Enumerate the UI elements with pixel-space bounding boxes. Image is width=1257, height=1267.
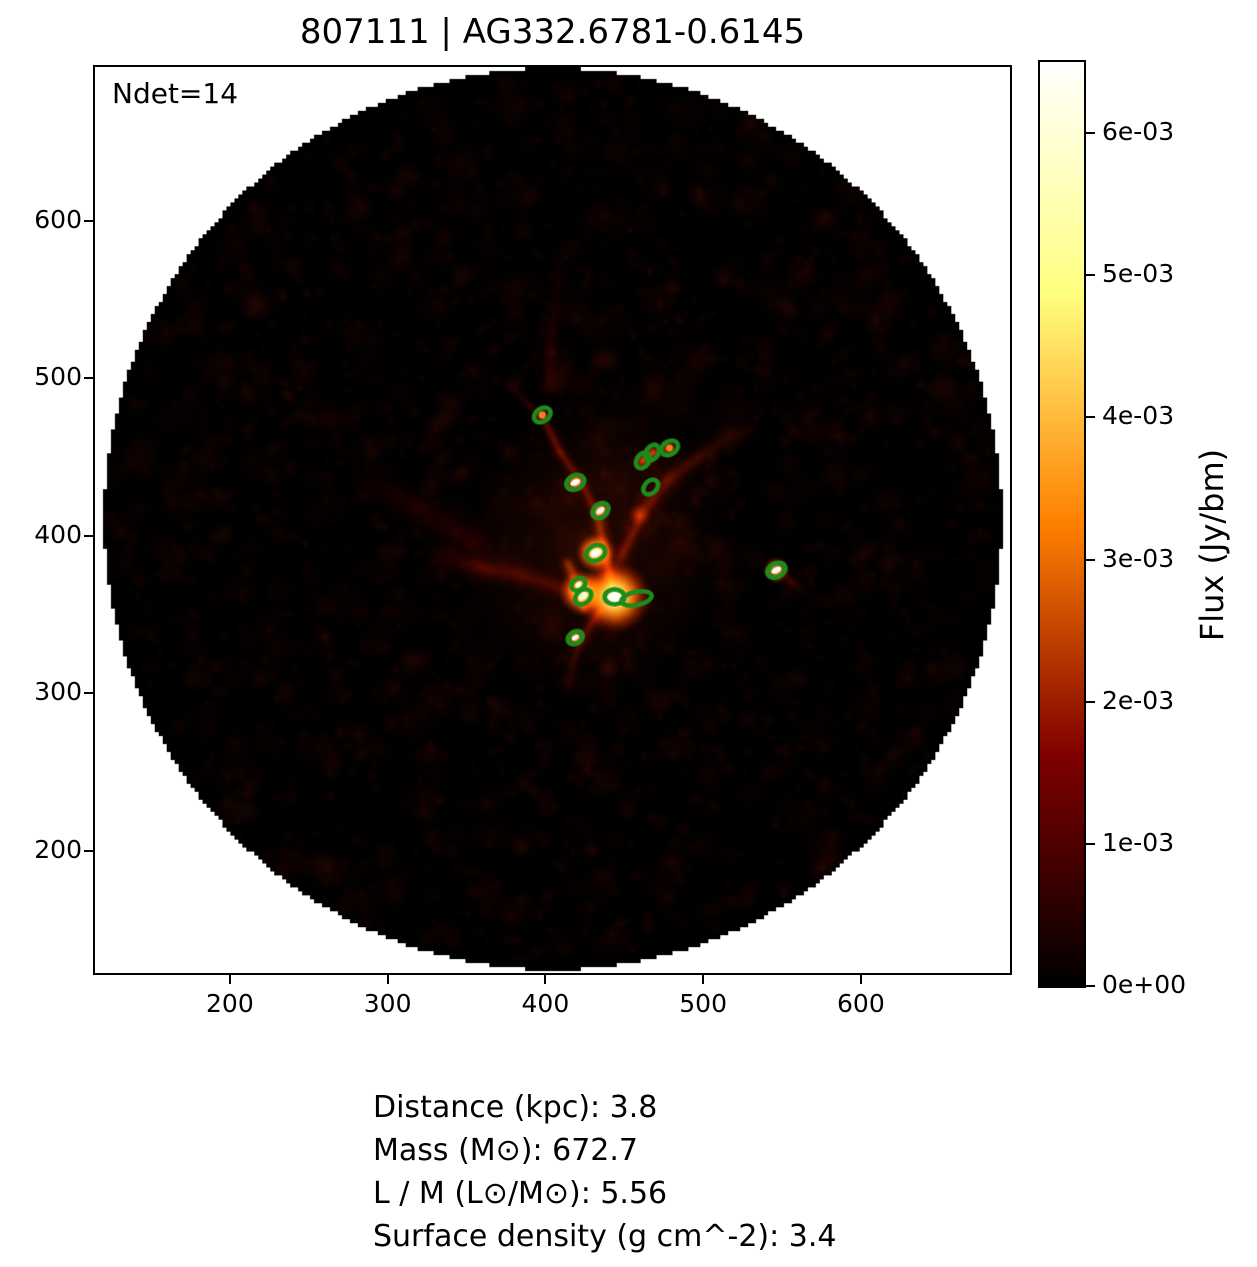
x-tick-label: 300 — [363, 989, 412, 1018]
ndet-annotation: Ndet=14 — [112, 77, 239, 110]
colorbar-tick-label: 6e-03 — [1102, 117, 1175, 147]
x-tick-mark — [544, 975, 547, 984]
colorbar-tick-mark — [1086, 274, 1095, 277]
x-tick-label: 400 — [521, 989, 570, 1018]
y-tick-label: 600 — [34, 204, 82, 234]
colorbar-tick-label: 0e+00 — [1102, 970, 1187, 999]
x-tick-mark — [386, 975, 389, 984]
colorbar-tick-label: 4e-03 — [1102, 401, 1175, 431]
x-tick-mark — [702, 975, 705, 984]
y-tick-label: 300 — [34, 677, 82, 707]
y-tick-mark — [84, 219, 93, 222]
flux-map-canvas — [95, 67, 1010, 973]
x-tick-mark — [859, 975, 862, 984]
colorbar-gradient-canvas — [1040, 62, 1084, 986]
y-tick-label: 500 — [34, 362, 82, 392]
y-tick-label: 400 — [34, 519, 82, 549]
colorbar-tick-mark — [1086, 558, 1095, 561]
surface-density-line: Surface density (g cm^-2): 3.4 — [373, 1219, 837, 1254]
y-tick-mark — [84, 692, 93, 695]
colorbar-tick-mark — [1086, 132, 1095, 135]
y-tick-mark — [84, 534, 93, 537]
colorbar — [1038, 60, 1086, 988]
plot-title: 807111 | AG332.6781-0.6145 — [299, 12, 806, 52]
y-tick-mark — [84, 377, 93, 380]
colorbar-tick-mark — [1086, 700, 1095, 703]
y-tick-label: 200 — [34, 834, 82, 864]
colorbar-tick-mark — [1086, 842, 1095, 845]
colorbar-axis-label: Flux (Jy/bm) — [1193, 448, 1231, 642]
colorbar-tick-mark — [1086, 985, 1095, 987]
colorbar-tick-label: 2e-03 — [1102, 685, 1175, 715]
y-tick-mark — [84, 849, 93, 852]
distance-line: Distance (kpc): 3.8 — [373, 1090, 658, 1125]
colorbar-tick-label: 5e-03 — [1102, 259, 1175, 289]
source-properties-block: Distance (kpc): 3.8 Mass (M⊙): 672.7 L /… — [373, 1086, 836, 1258]
colorbar-tick-label: 3e-03 — [1102, 543, 1175, 573]
luminosity-mass-ratio-line: L / M (L⊙/M⊙): 5.56 — [373, 1176, 668, 1211]
x-tick-label: 600 — [837, 989, 885, 1018]
colorbar-tick-label: 1e-03 — [1102, 827, 1175, 857]
colorbar-tick-mark — [1086, 416, 1095, 419]
x-tick-label: 500 — [679, 989, 727, 1018]
x-tick-label: 200 — [206, 989, 254, 1018]
mass-line: Mass (M⊙): 672.7 — [373, 1133, 639, 1168]
x-tick-mark — [228, 975, 231, 984]
axes-box: Ndet=14 — [93, 65, 1012, 975]
